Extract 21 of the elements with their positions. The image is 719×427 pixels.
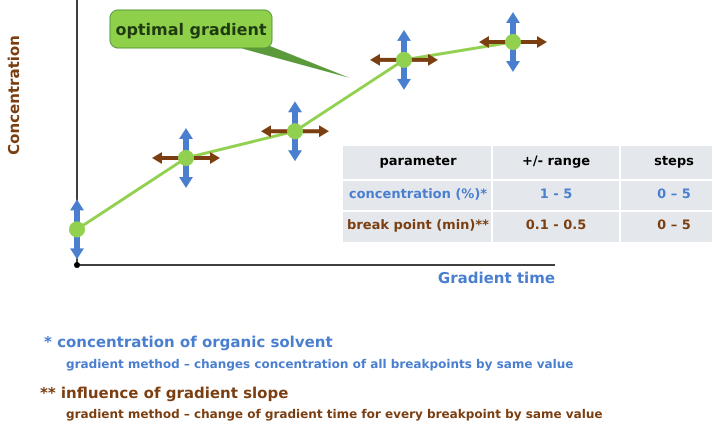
text: * concentration of organic solvent xyxy=(44,333,333,351)
text: gradient method – changes concentration of all breakpoints by same value xyxy=(66,357,574,371)
annotation: 1 - 5 xyxy=(540,187,572,202)
annotation: parameter xyxy=(379,154,458,169)
point xyxy=(178,150,194,166)
point xyxy=(287,123,303,140)
x-axis-title: Gradient time xyxy=(438,269,555,287)
point xyxy=(69,221,85,238)
point xyxy=(505,34,521,50)
text: 0 – 5 xyxy=(657,187,691,202)
text: 0 – 5 xyxy=(657,218,691,233)
text: steps xyxy=(654,154,694,169)
text: ** influence of gradient slope xyxy=(40,384,288,402)
y-axis-title: Concentration xyxy=(5,35,23,155)
point xyxy=(396,52,412,68)
annotation: +/- range xyxy=(522,154,590,169)
annotation: 0.1 - 0.5 xyxy=(526,218,586,233)
text: gradient method – change of gradient time for every breakpoint by same value xyxy=(66,407,603,421)
annotation: concentration (%)* xyxy=(348,187,488,202)
text: optimal gradient xyxy=(115,20,267,39)
annotation: break point (min)** xyxy=(347,218,490,233)
